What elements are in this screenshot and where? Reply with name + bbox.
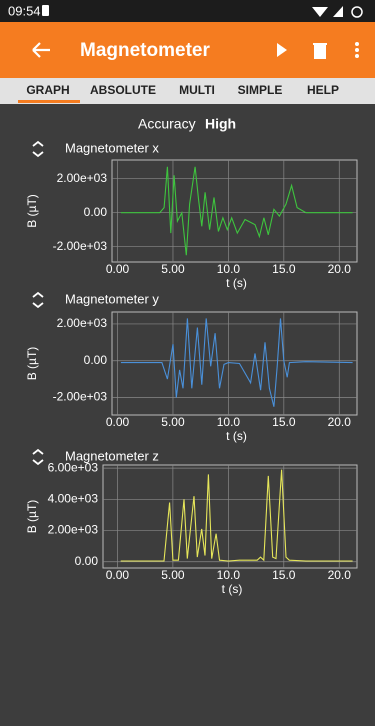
- x-tick-label: 0.00: [106, 568, 130, 582]
- tab[interactable]: GRAPH: [26, 83, 69, 97]
- x-axis-label: t (s): [226, 276, 247, 290]
- notification-icon: [42, 5, 49, 16]
- chart-title: Magnetometer x: [65, 140, 159, 155]
- y-tick-label: 0.00: [75, 554, 99, 568]
- tab-indicator: [18, 100, 80, 103]
- y-tick-label: 0.00: [84, 353, 108, 367]
- x-tick-label: 15.0: [272, 568, 296, 582]
- delete-button[interactable]: [313, 44, 327, 58]
- x-tick-label: 10.0: [217, 415, 241, 429]
- y-axis-label: B (µT): [25, 347, 39, 381]
- tab[interactable]: ABSOLUTE: [90, 83, 156, 97]
- app-title: Magnetometer: [80, 40, 210, 61]
- x-tick-label: 10.0: [217, 568, 241, 582]
- y-tick-label: -2.00e+03: [53, 239, 108, 253]
- menu-button[interactable]: [355, 42, 359, 58]
- y-tick-label: 2.00e+03: [57, 316, 108, 330]
- chart-title: Magnetometer y: [65, 291, 159, 306]
- clock: 09:54: [8, 3, 41, 18]
- x-tick-label: 5.00: [161, 262, 185, 276]
- x-tick-label: 0.00: [106, 262, 130, 276]
- x-tick-label: 20.0: [328, 262, 352, 276]
- x-tick-label: 15.0: [272, 262, 296, 276]
- y-tick-label: 4.00e+03: [48, 492, 99, 506]
- x-tick-label: 0.00: [106, 415, 130, 429]
- y-tick-label: 2.00e+03: [48, 523, 99, 537]
- screen: 09:54 Magnetometer Accuracy High GRAPH AB…: [0, 0, 375, 721]
- tab[interactable]: HELP: [307, 83, 339, 97]
- x-axis-label: t (s): [222, 582, 243, 596]
- y-axis-label: B (µT): [25, 194, 39, 228]
- y-tick-label: -2.00e+03: [53, 390, 108, 404]
- x-tick-label: 5.00: [161, 568, 185, 582]
- accuracy-label: Accuracy: [138, 116, 196, 132]
- x-tick-label: 15.0: [272, 415, 296, 429]
- y-tick-label: 2.00e+03: [57, 171, 108, 185]
- x-tick-label: 5.00: [161, 415, 185, 429]
- tab[interactable]: MULTI: [179, 83, 215, 97]
- accuracy-value: High: [205, 116, 236, 132]
- y-axis-label: B (µT): [25, 500, 39, 534]
- tab[interactable]: SIMPLE: [238, 83, 283, 97]
- y-tick-label: 0.00: [84, 205, 108, 219]
- page: 09:54 Magnetometer Accuracy High GRAPH AB…: [0, 0, 375, 721]
- x-tick-label: 20.0: [328, 568, 352, 582]
- y-tick-label: 6.00e+03: [48, 460, 99, 474]
- x-axis-label: t (s): [226, 429, 247, 443]
- x-tick-label: 20.0: [328, 415, 352, 429]
- x-tick-label: 10.0: [217, 262, 241, 276]
